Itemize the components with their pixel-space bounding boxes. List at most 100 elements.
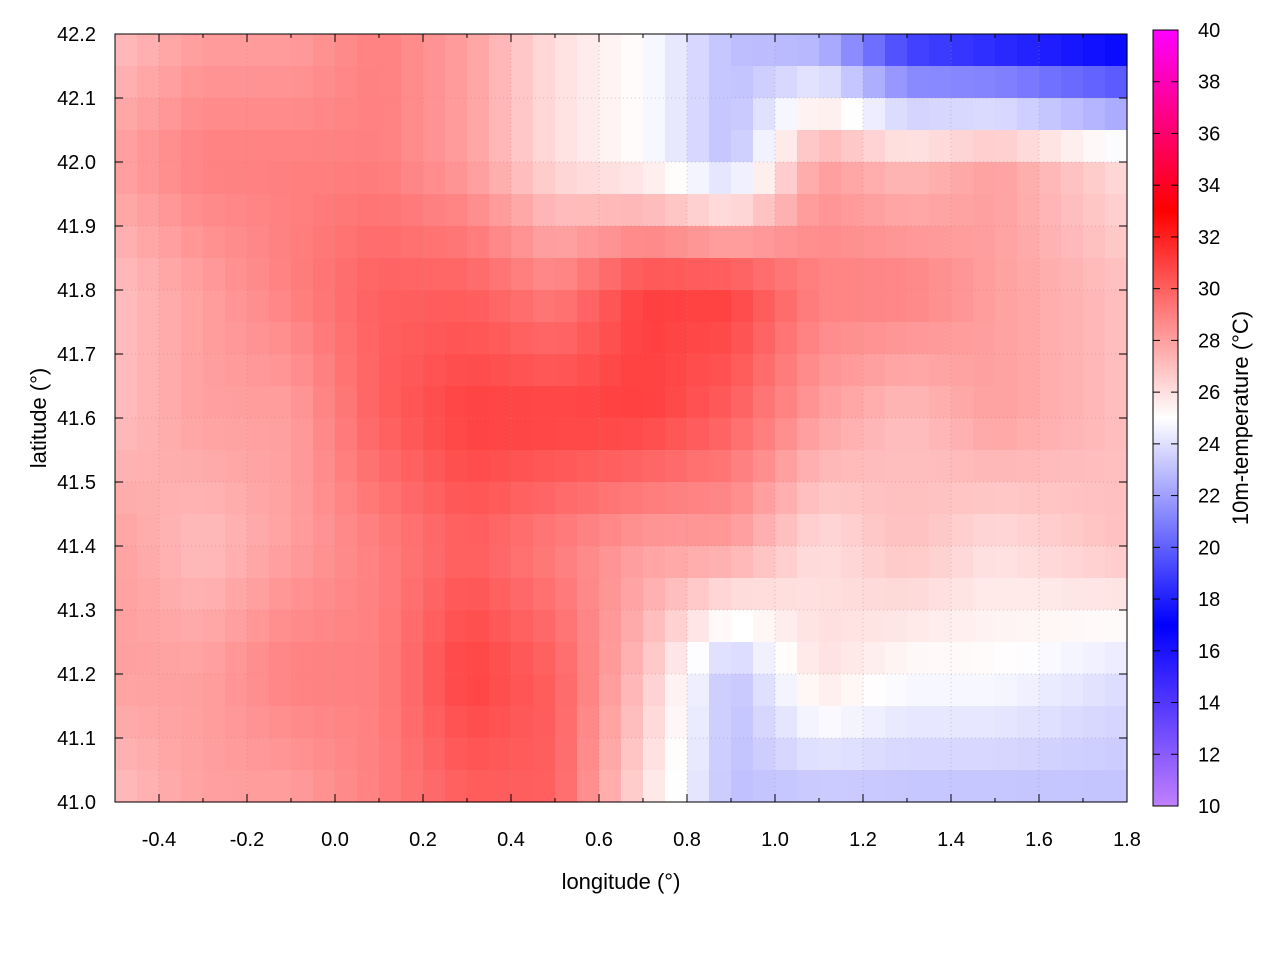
heatmap-cell (533, 258, 556, 291)
heatmap-cell (1105, 98, 1128, 131)
heatmap-cell (445, 162, 468, 195)
x-axis-label: longitude (°) (562, 869, 681, 894)
heatmap-cell (357, 482, 380, 515)
heatmap-cell (357, 258, 380, 291)
heatmap-cell (181, 258, 204, 291)
heatmap-cell (819, 354, 842, 387)
heatmap-cell (467, 418, 490, 451)
heatmap-cell (137, 290, 160, 323)
heatmap-cell (225, 130, 248, 163)
heatmap-cell (555, 290, 578, 323)
heatmap-cell (423, 514, 446, 547)
heatmap-cell (423, 66, 446, 99)
heatmap-cell (555, 642, 578, 675)
heatmap-cell (885, 258, 908, 291)
heatmap-cell (995, 418, 1018, 451)
heatmap-cell (247, 706, 270, 739)
heatmap-cell (1061, 322, 1084, 355)
heatmap-cell (225, 418, 248, 451)
x-tick-label: 1.0 (761, 829, 789, 851)
heatmap-cell (137, 578, 160, 611)
heatmap-cell (313, 386, 336, 419)
heatmap-cell (731, 514, 754, 547)
heatmap-cell (269, 450, 292, 483)
heatmap-cell (1061, 450, 1084, 483)
heatmap-cell (951, 706, 974, 739)
heatmap-cell (533, 386, 556, 419)
heatmap-cell (687, 354, 710, 387)
heatmap-cell (335, 386, 358, 419)
x-tick-label: 0.0 (321, 829, 349, 851)
heatmap-cell (643, 66, 666, 99)
heatmap-cell (819, 258, 842, 291)
heatmap-cell (445, 770, 468, 803)
x-tick-label: 0.4 (497, 829, 525, 851)
heatmap-cell (643, 386, 666, 419)
heatmap-cell (401, 34, 424, 67)
heatmap-cell (181, 418, 204, 451)
heatmap-cell (1105, 418, 1128, 451)
heatmap-cell (335, 194, 358, 227)
heatmap-cell (907, 162, 930, 195)
heatmap-cell (995, 322, 1018, 355)
heatmap-cell (687, 322, 710, 355)
heatmap-cell (951, 738, 974, 771)
heatmap-cell (555, 546, 578, 579)
heatmap-cell (599, 546, 622, 579)
heatmap-cell (511, 642, 534, 675)
heatmap-cell (423, 98, 446, 131)
heatmap-cell (841, 770, 864, 803)
heatmap-cell (445, 354, 468, 387)
heatmap-cell (445, 642, 468, 675)
heatmap-cell (995, 34, 1018, 67)
heatmap-cell (907, 354, 930, 387)
heatmap-cell (489, 642, 512, 675)
heatmap-cell (357, 354, 380, 387)
heatmap-cell (313, 194, 336, 227)
heatmap-cell (973, 226, 996, 259)
heatmap-cell (797, 738, 820, 771)
heatmap-cell (973, 706, 996, 739)
heatmap-cell (247, 66, 270, 99)
heatmap-cell (467, 706, 490, 739)
heatmap-cell (555, 98, 578, 131)
heatmap-cell (247, 194, 270, 227)
heatmap-cell (379, 578, 402, 611)
heatmap-cell (819, 194, 842, 227)
heatmap-cell (181, 226, 204, 259)
heatmap-cell (1061, 706, 1084, 739)
heatmap-cell (1083, 194, 1106, 227)
heatmap-cell (159, 450, 182, 483)
heatmap-cell (401, 610, 424, 643)
heatmap-cell (445, 322, 468, 355)
heatmap-cell (1083, 130, 1106, 163)
heatmap-cell (731, 226, 754, 259)
y-tick-label: 42.1 (57, 88, 96, 110)
heatmap-cell (687, 162, 710, 195)
heatmap-cell (401, 162, 424, 195)
heatmap-cell (885, 514, 908, 547)
heatmap-cell (687, 290, 710, 323)
heatmap-cell (159, 738, 182, 771)
heatmap-cell (731, 610, 754, 643)
heatmap-cell (885, 354, 908, 387)
heatmap-cell (929, 610, 952, 643)
heatmap-cell (709, 194, 732, 227)
heatmap-cell (819, 706, 842, 739)
colorbar-tick-label: 34 (1198, 175, 1220, 197)
heatmap-cell (1061, 482, 1084, 515)
heatmap-cell (1061, 34, 1084, 67)
heatmap-cell (335, 642, 358, 675)
heatmap-cell (225, 386, 248, 419)
heatmap-cell (687, 546, 710, 579)
heatmap-cell (225, 194, 248, 227)
heatmap-cell (533, 354, 556, 387)
heatmap-cell (291, 642, 314, 675)
heatmap-cell (489, 290, 512, 323)
heatmap-cell (577, 642, 600, 675)
heatmap-cell (357, 706, 380, 739)
heatmap-cell (1017, 258, 1040, 291)
heatmap-cell (819, 450, 842, 483)
heatmap-cell (115, 610, 138, 643)
